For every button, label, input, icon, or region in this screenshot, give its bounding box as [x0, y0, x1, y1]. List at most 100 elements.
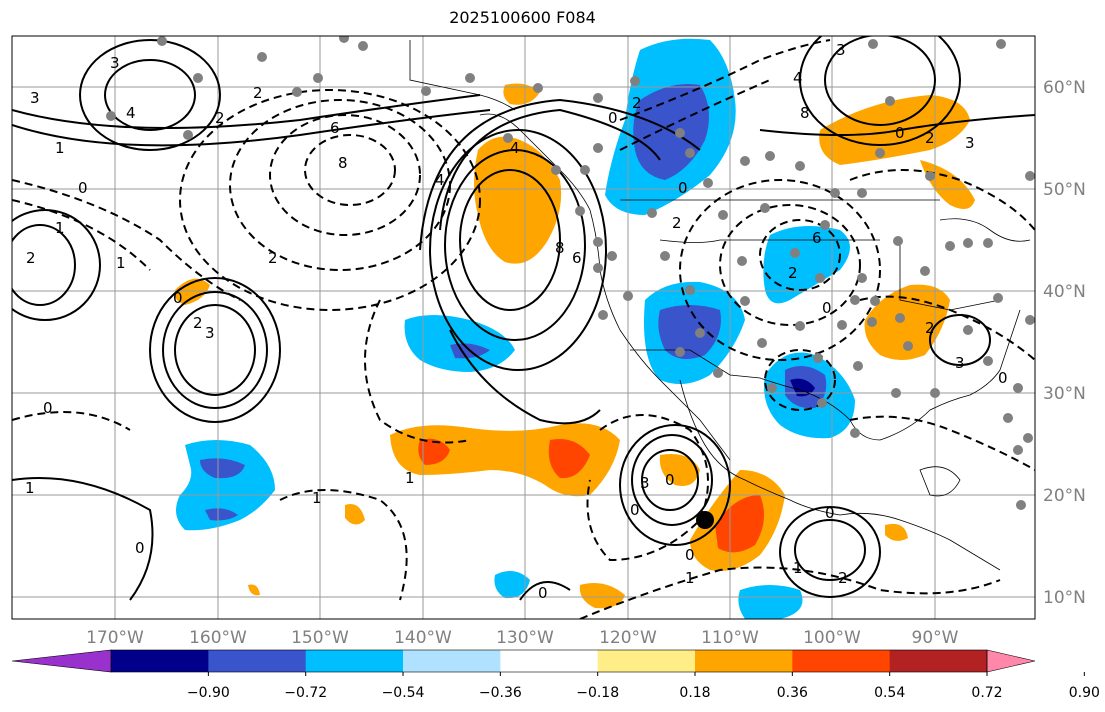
- positive-anomaly-region: [174, 278, 210, 305]
- contour-label: 0: [822, 299, 832, 317]
- colorbar-segment: [403, 650, 501, 672]
- contour-label: 8: [555, 239, 565, 257]
- lat-label: 50°N: [1043, 180, 1086, 200]
- colorbar-ticks: −0.90 −0.72 −0.54 −0.36 −0.18 0.18 0.36 0.54 0.7…: [187, 672, 1100, 701]
- contour-label: 1: [25, 479, 35, 497]
- contour-label: 1: [793, 559, 803, 577]
- contour-label: 8: [338, 154, 348, 172]
- lat-label: 20°N: [1043, 486, 1086, 506]
- positive-anomaly-region: [248, 584, 260, 596]
- colorbar-tick-label: −0.36: [479, 685, 522, 701]
- contour-label: 4: [510, 139, 520, 157]
- strong-negative-anomaly: [205, 508, 238, 521]
- contour-label: 0: [173, 289, 183, 307]
- contour-label: 0: [678, 179, 688, 197]
- contour-label: 4: [793, 69, 803, 87]
- contour-label: 4: [126, 104, 136, 122]
- strong-negative-anomaly: [200, 458, 245, 479]
- contour-label: 1: [405, 469, 415, 487]
- positive-anomaly-region: [345, 504, 365, 525]
- contour-label: 3: [640, 474, 650, 492]
- colorbar-tick-label: 0.18: [679, 685, 710, 701]
- lon-label: 110°W: [701, 628, 759, 648]
- contour-label: 0: [998, 369, 1008, 387]
- contour-label: 0: [825, 504, 835, 522]
- strong-negative-anomaly: [658, 305, 721, 359]
- contour-label: 2: [193, 314, 203, 332]
- colorbar-segment: [111, 650, 209, 672]
- longitude-labels: 170°W 160°W 150°W 140°W 130°W 120°W 110°…: [86, 628, 959, 648]
- colorbar-outline: [110, 649, 988, 673]
- colorbar-segment: [208, 650, 307, 672]
- contour-label: 2: [26, 249, 36, 267]
- contour-label: 2: [253, 84, 263, 102]
- contour-label: 4: [435, 171, 445, 189]
- contour-label: 1: [55, 139, 65, 157]
- strong-positive-anomaly: [715, 495, 764, 553]
- contour-label: 3: [205, 324, 215, 342]
- contour-label: 3: [110, 54, 120, 72]
- station-markers: [106, 36, 1035, 510]
- map-frame: [11, 35, 1036, 620]
- lat-label: 60°N: [1043, 78, 1086, 98]
- contour-labels: 3 4 2 2 3 1 0 1 6 8 4 2 2 1 0 2 3 0 8 6 …: [25, 41, 1008, 602]
- contour-label: 2: [925, 319, 935, 337]
- contour-label: 3: [836, 41, 846, 59]
- contour-label: 2: [838, 569, 848, 587]
- contour-label: 2: [632, 94, 642, 112]
- colorbar-segment: [597, 650, 696, 672]
- negative-anomaly-region: [763, 226, 850, 304]
- negative-anomaly-region: [494, 571, 530, 599]
- latitude-labels: 60°N 50°N 40°N 30°N 20°N 10°N: [1043, 78, 1086, 608]
- colorbar-tick-label: −0.54: [382, 685, 425, 701]
- colorbar-tick-label: −0.18: [576, 685, 619, 701]
- contour-label: 6: [572, 249, 582, 267]
- colorbar-segment: [500, 650, 599, 672]
- contour-label: 1: [55, 219, 65, 237]
- colorbar-tick-label: 0.90: [1069, 685, 1100, 701]
- colorbar-tick-label: −0.72: [284, 685, 327, 701]
- lon-label: 130°W: [496, 628, 554, 648]
- colorbar-segment: [889, 650, 988, 672]
- contour-label: 0: [895, 124, 905, 142]
- contour-label: 2: [215, 109, 225, 127]
- contour-label: 2: [672, 214, 682, 232]
- contour-label: 3: [955, 354, 965, 372]
- contour-label: 2: [268, 249, 278, 267]
- contour-label: 0: [78, 179, 88, 197]
- contour-label: 1: [116, 254, 126, 272]
- lon-label: 150°W: [291, 628, 349, 648]
- lon-label: 140°W: [394, 628, 452, 648]
- contour-label: 1: [312, 489, 322, 507]
- contour-label: 1: [685, 569, 695, 587]
- contour-label: 0: [43, 399, 53, 417]
- positive-anomaly-region: [474, 136, 562, 264]
- contour-label: 0: [538, 584, 548, 602]
- colorbar-arrow-right: [986, 649, 1036, 673]
- lon-label: 170°W: [86, 628, 144, 648]
- positive-anomaly-region: [659, 454, 700, 486]
- colorbar-segment: [695, 650, 793, 672]
- cyclone-center-marker: [696, 511, 714, 529]
- lon-label: 120°W: [599, 628, 657, 648]
- contour-label: 0: [135, 539, 145, 557]
- colorbar-segment: [792, 650, 891, 672]
- contour-label: 0: [665, 471, 675, 489]
- lat-label: 40°N: [1043, 282, 1086, 302]
- contour-label: 3: [30, 89, 40, 107]
- positive-anomaly-region: [579, 582, 625, 609]
- contour-label: 0: [630, 501, 640, 519]
- strong-positive-anomaly: [418, 438, 450, 465]
- lon-label: 160°W: [189, 628, 247, 648]
- strong-negative-anomaly: [790, 378, 815, 397]
- contour-label: 6: [812, 229, 822, 247]
- contour-label: 2: [925, 129, 935, 147]
- lat-label: 10°N: [1043, 588, 1086, 608]
- negative-contours: [12, 39, 1035, 619]
- positive-anomaly-region: [503, 83, 540, 105]
- contour-label: 0: [608, 109, 618, 127]
- map-title: 2025100600 F084: [449, 8, 596, 27]
- colorbar-segment: [305, 650, 404, 672]
- contour-label: 6: [330, 119, 340, 137]
